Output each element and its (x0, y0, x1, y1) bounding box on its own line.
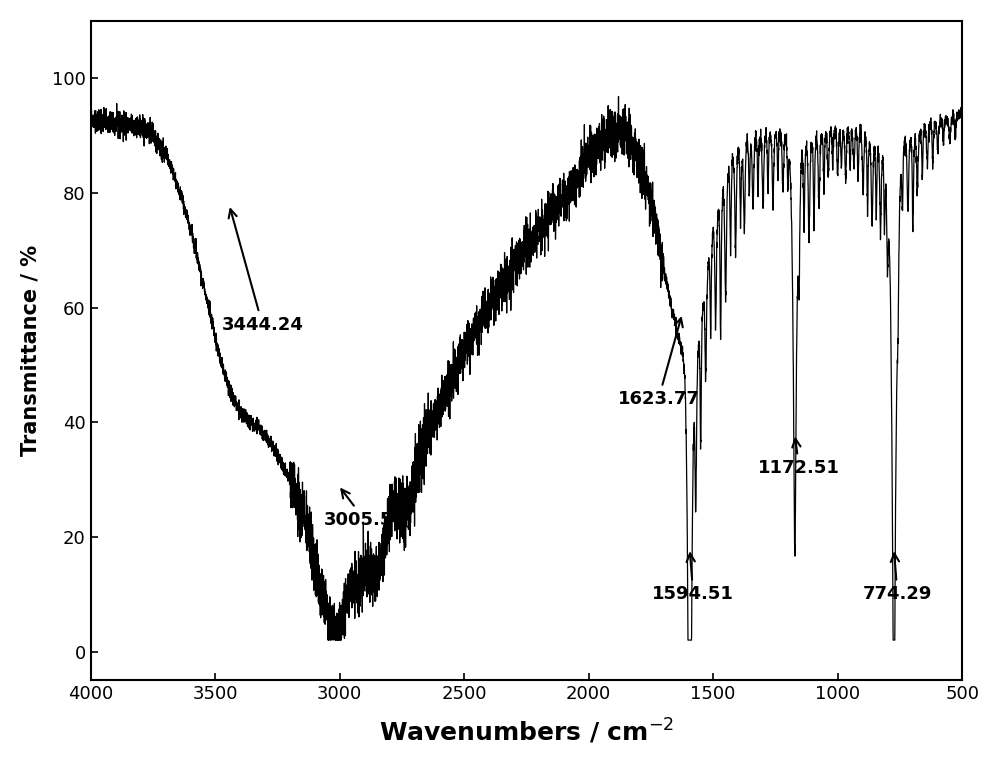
Text: 774.29: 774.29 (863, 554, 932, 603)
Text: 1594.51: 1594.51 (652, 554, 734, 603)
Y-axis label: Transmittance / %: Transmittance / % (21, 245, 41, 456)
Text: 3444.24: 3444.24 (222, 209, 303, 334)
Text: 1172.51: 1172.51 (758, 439, 840, 477)
Text: 3005.57: 3005.57 (324, 489, 406, 528)
Text: 1623.77: 1623.77 (617, 318, 699, 408)
X-axis label: Wavenumbers / cm$^{-2}$: Wavenumbers / cm$^{-2}$ (379, 717, 674, 746)
